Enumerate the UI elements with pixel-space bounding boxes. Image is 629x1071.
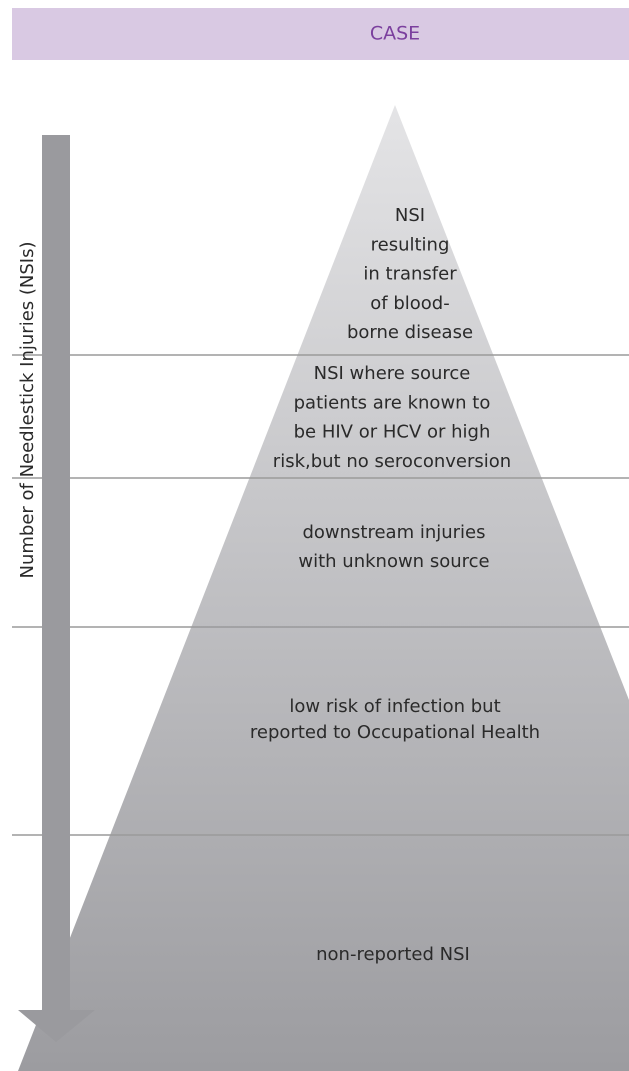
level-text: patients are known to: [294, 392, 491, 413]
level-text: low risk of infection but: [289, 696, 500, 717]
level-text: borne disease: [347, 322, 473, 343]
arrow-shaft: [42, 135, 70, 1012]
level-dividers: [12, 354, 629, 836]
level-text: risk,but no seroconversion: [273, 451, 511, 472]
level-text: NSI: [395, 205, 425, 226]
level-text: downstream injuries: [302, 522, 485, 543]
level-text: be HIV or HCV or high: [294, 422, 491, 443]
level-text: resulting: [371, 234, 450, 255]
header-bar: [12, 8, 629, 60]
level-text: of blood-: [370, 293, 449, 314]
level-text: reported to Occupational Health: [250, 722, 540, 743]
level-text: with unknown source: [298, 551, 489, 572]
level-text: non-reported NSI: [316, 944, 470, 965]
level-labels: NSI resulting in transfer of blood-borne di…: [250, 205, 540, 965]
level-text: NSI where source: [314, 363, 471, 384]
arrow-head: [18, 1010, 95, 1042]
header-title: CASE: [370, 23, 420, 45]
pyramid: [18, 105, 629, 1071]
level-text: in transfer: [363, 264, 457, 285]
axis-label: Number of Needlestick Injuries (NSIs): [17, 241, 38, 578]
